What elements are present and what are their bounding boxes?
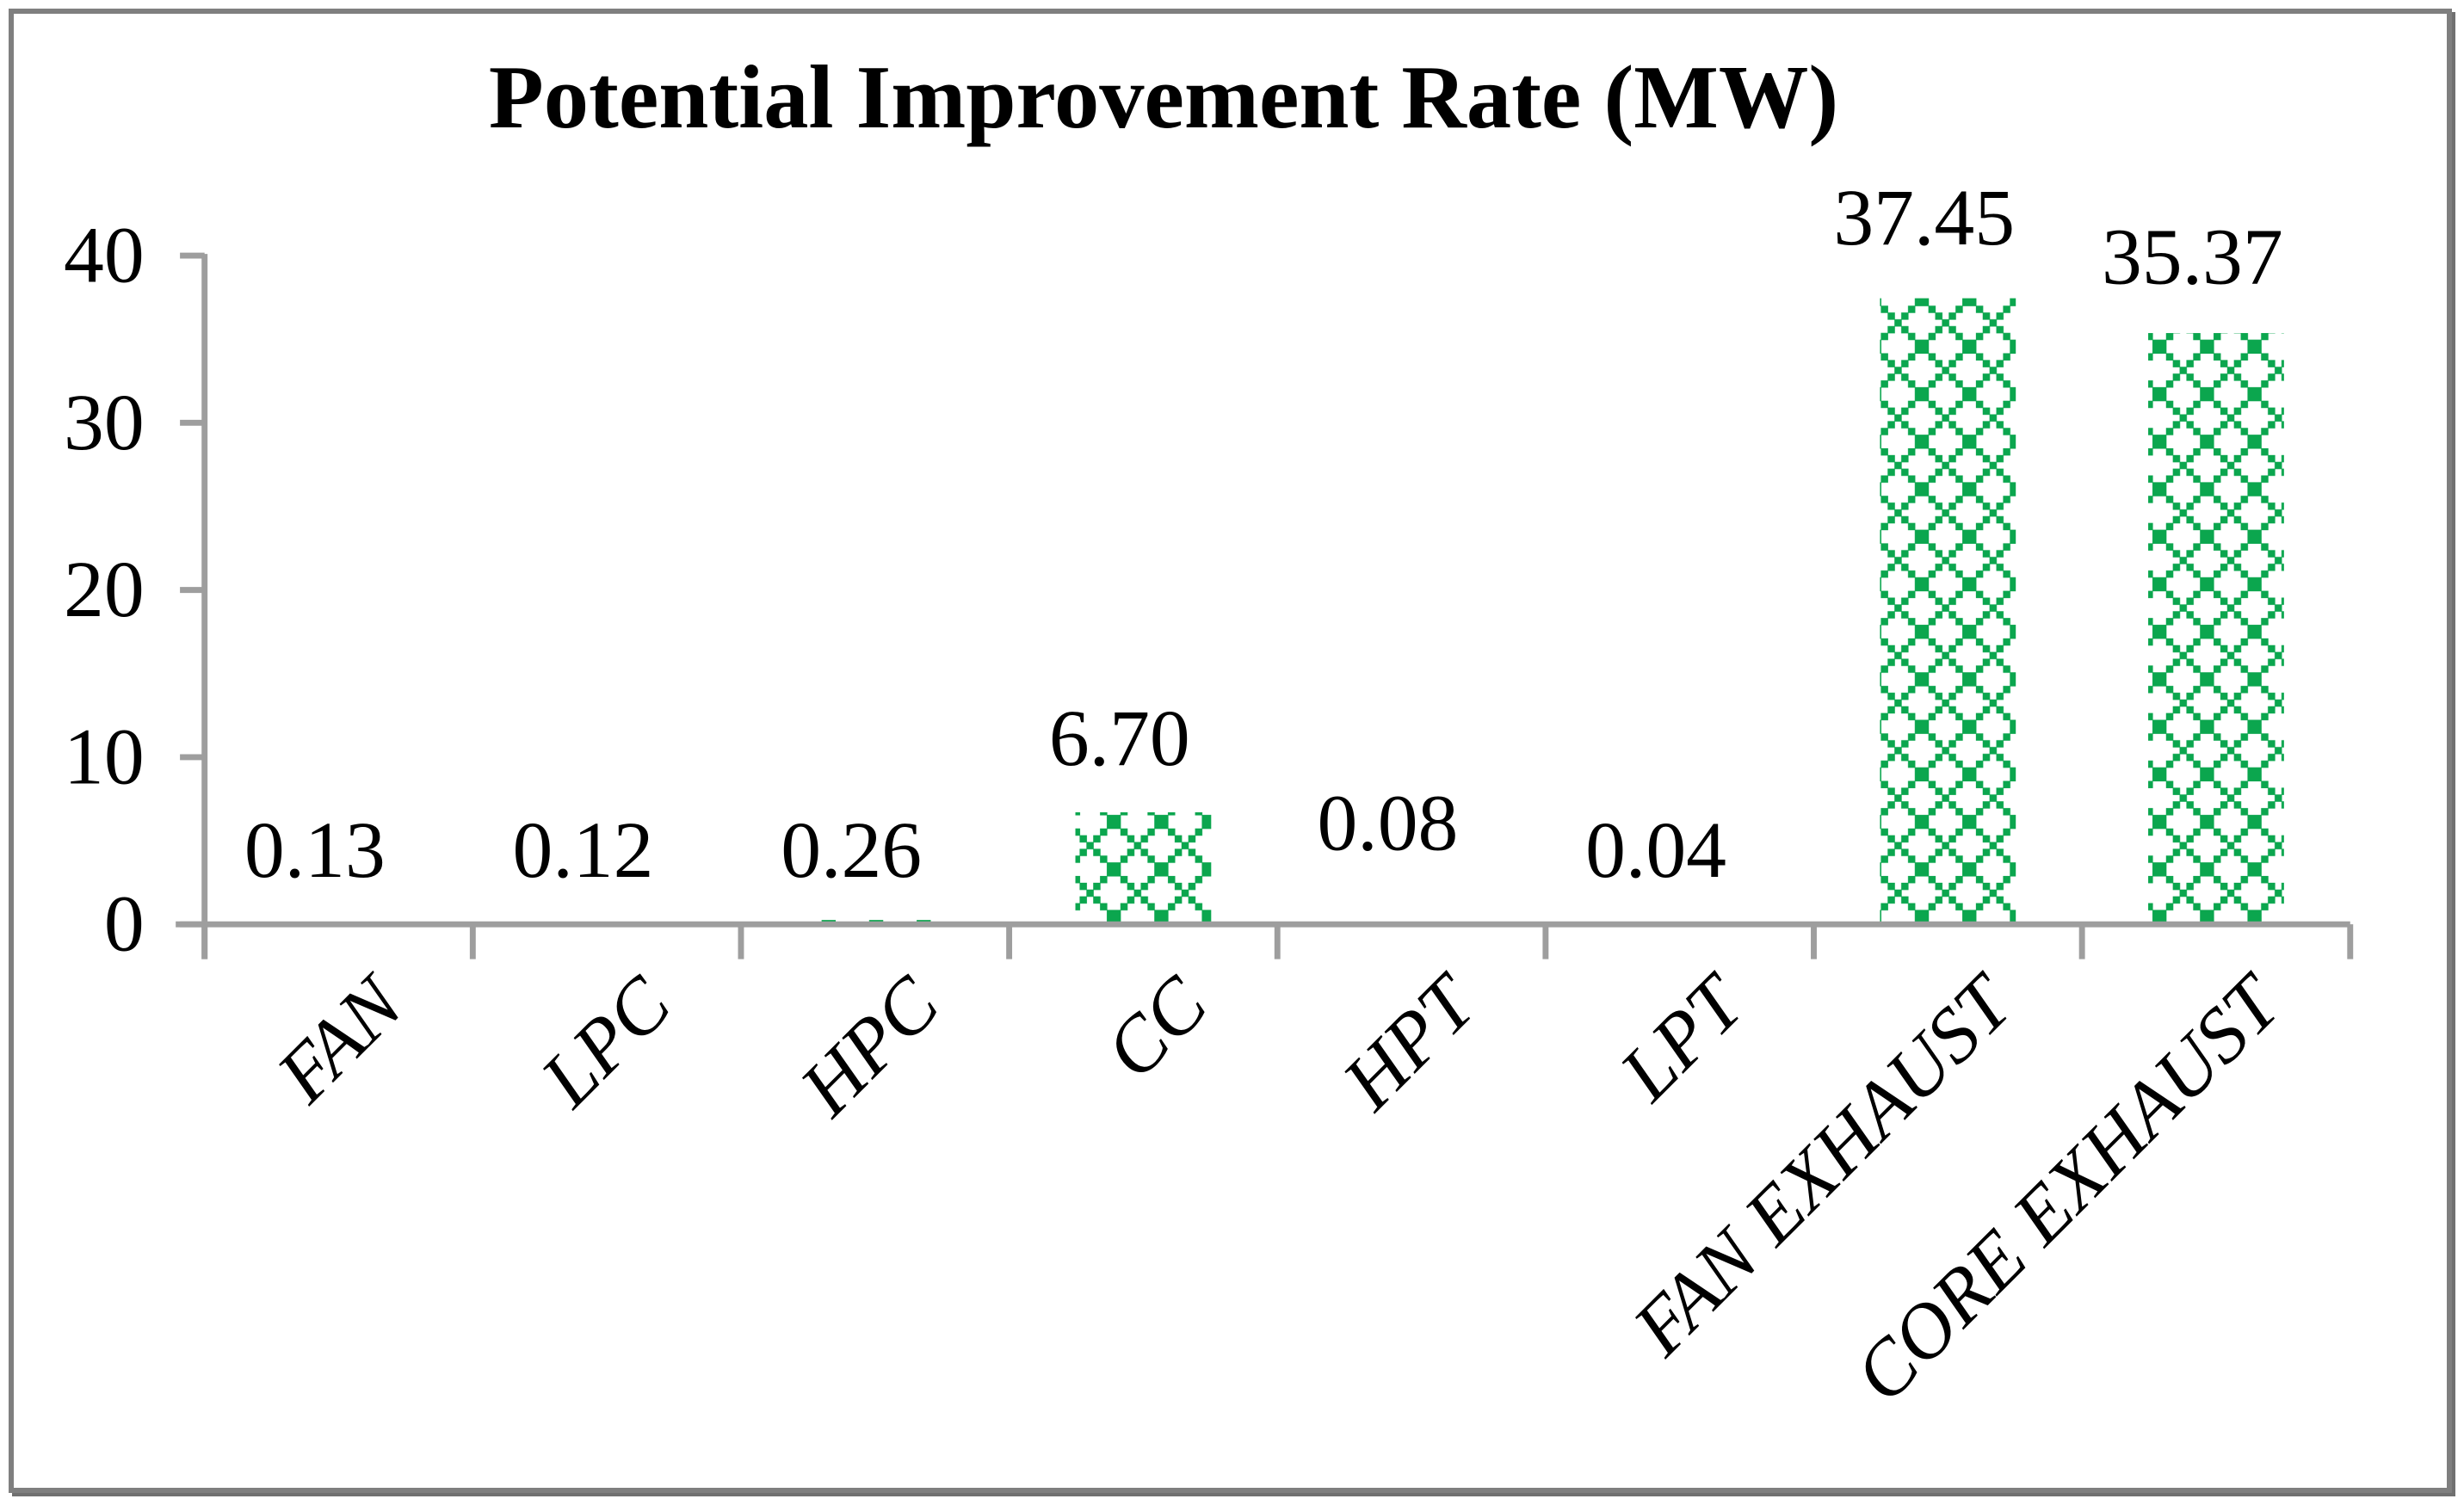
- data-label: 6.70: [1049, 694, 1190, 783]
- y-tick-label: 10: [64, 712, 145, 801]
- data-label: 37.45: [1833, 174, 2015, 262]
- y-tick-label: 20: [64, 546, 145, 634]
- data-label: 0.26: [781, 806, 922, 895]
- category-label-fan: FAN: [260, 957, 422, 1119]
- bar-chart-svg: 0 10 20 30 40 0.13 0.12 0.26 6.70 0.08 0.04 37.45 3…: [64, 47, 2354, 1418]
- bars-group: [270, 298, 2284, 925]
- bar-fan-exhaust: [1880, 298, 2016, 925]
- data-label: 0.08: [1317, 779, 1458, 867]
- category-label-hpc: HPC: [782, 959, 955, 1132]
- category-label-cc: CC: [1088, 959, 1224, 1095]
- bar-core-exhaust: [2148, 333, 2284, 925]
- chart-title: Potential Improvement Rate (MW): [489, 47, 1838, 147]
- category-label-hpt: HPT: [1325, 957, 1495, 1126]
- y-tick-label: 40: [64, 212, 145, 300]
- data-label: 0.04: [1585, 806, 1726, 895]
- data-label: 0.12: [513, 806, 654, 895]
- chart-figure: 0 10 20 30 40 0.13 0.12 0.26 6.70 0.08 0.04 37.45 3…: [9, 9, 2452, 1493]
- category-label-lpc: LPC: [523, 959, 689, 1124]
- data-label: 35.37: [2102, 213, 2283, 302]
- y-tick-label: 30: [64, 379, 145, 467]
- bar-cc: [1075, 812, 1212, 925]
- data-label: 0.13: [244, 806, 386, 895]
- axes-group: 0 10 20 30 40: [64, 212, 2354, 969]
- category-label-lpt: LPT: [1602, 957, 1763, 1118]
- y-tick-label: 0: [104, 880, 145, 969]
